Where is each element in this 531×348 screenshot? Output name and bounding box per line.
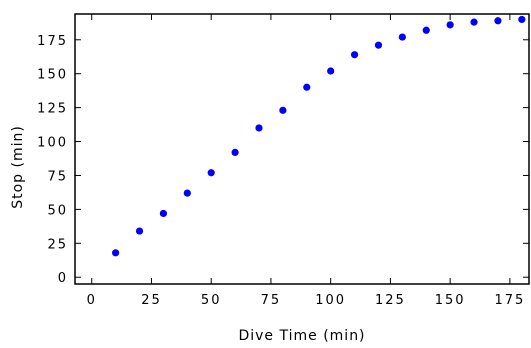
x-tick-label: 50 <box>201 293 222 308</box>
x-tick-label: 75 <box>261 293 282 308</box>
data-point <box>255 124 263 132</box>
data-point <box>350 51 359 59</box>
data-point <box>135 227 144 235</box>
data-point <box>159 209 168 218</box>
y-tick-label: 25 <box>47 237 68 252</box>
data-points <box>112 15 526 257</box>
y-tick-label: 150 <box>37 68 68 83</box>
data-point <box>183 189 191 197</box>
data-point <box>422 26 430 34</box>
data-point <box>112 249 120 257</box>
y-tick-label: 50 <box>47 203 68 218</box>
x-axis-ticks: 0 25 50 75 100 125 150 175 <box>87 14 525 308</box>
data-point <box>494 17 502 25</box>
y-axis-title: Stop (min) <box>10 125 26 209</box>
data-point <box>327 67 335 75</box>
y-tick-label: 175 <box>37 34 68 49</box>
data-point <box>231 148 239 156</box>
data-point <box>207 169 215 177</box>
y-tick-label: 0 <box>58 271 68 286</box>
data-point <box>398 33 406 41</box>
y-tick-label: 100 <box>37 136 68 151</box>
plot-frame <box>74 13 530 285</box>
data-point <box>374 41 383 49</box>
x-tick-label: 150 <box>435 293 466 308</box>
x-tick-label: 0 <box>87 293 97 308</box>
x-axis-title: Dive Time (min) <box>238 328 365 344</box>
x-tick-label: 25 <box>141 293 162 308</box>
data-point <box>303 83 311 91</box>
x-tick-label: 125 <box>375 293 406 308</box>
data-point <box>279 106 287 114</box>
y-axis-ticks: 0 25 50 75 100 125 150 175 <box>37 34 529 286</box>
data-point <box>470 18 478 26</box>
x-tick-label: 175 <box>494 293 525 308</box>
x-tick-label: 100 <box>315 293 346 308</box>
y-tick-label: 75 <box>47 169 68 184</box>
data-point <box>518 15 526 24</box>
y-tick-label: 125 <box>37 102 68 117</box>
data-point <box>446 21 454 29</box>
